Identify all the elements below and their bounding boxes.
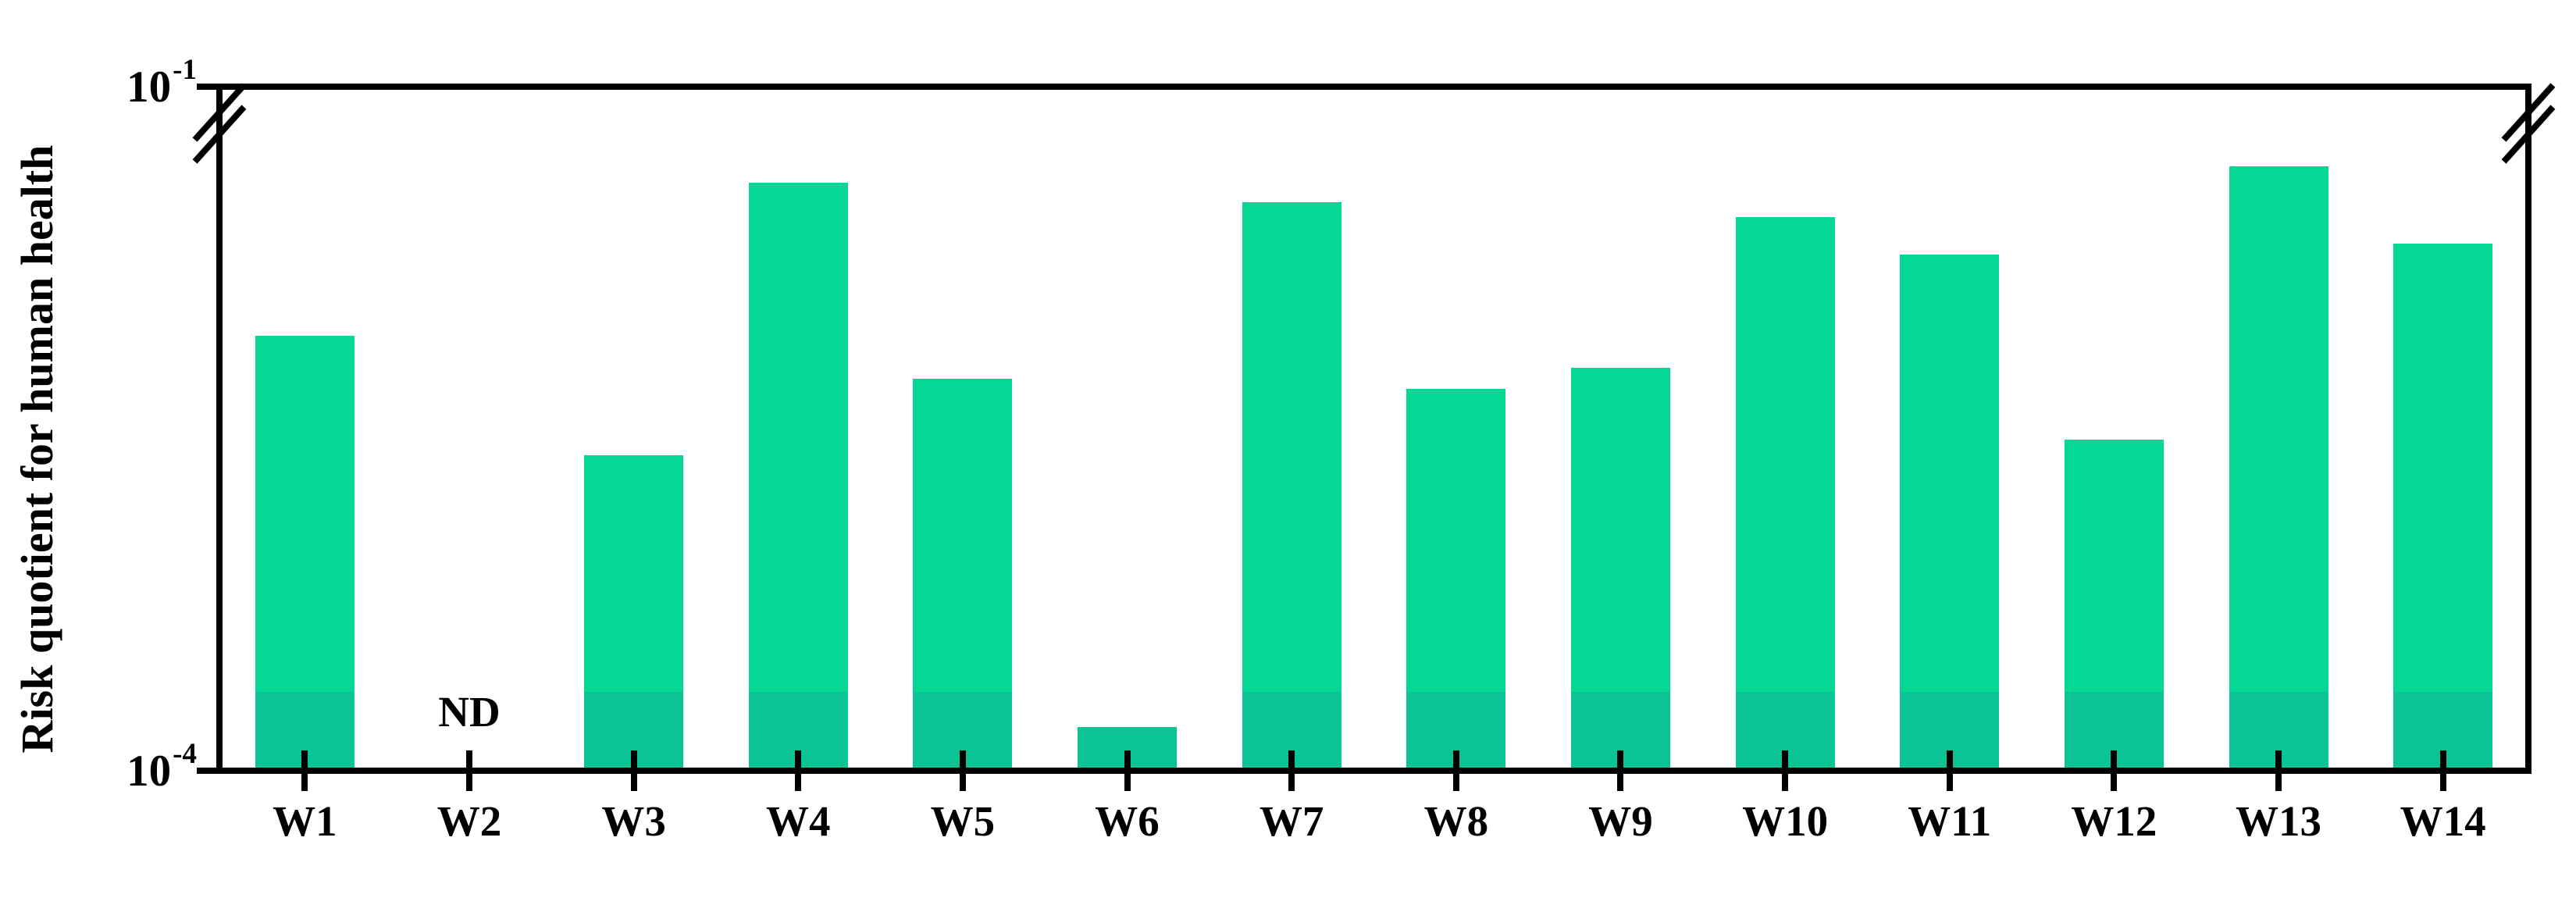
bar xyxy=(1735,217,1835,768)
x-axis-category-label: W10 xyxy=(1742,797,1829,845)
x-tick xyxy=(2275,750,2282,791)
x-axis-category-label: W2 xyxy=(436,797,502,845)
y-axis-title: Risk quotient for human health xyxy=(12,144,62,754)
x-tick xyxy=(1946,750,1953,791)
x-axis-category-label: W11 xyxy=(1908,797,1992,845)
bar xyxy=(1242,202,1341,768)
x-axis-category-label: W12 xyxy=(2071,797,2157,845)
bar xyxy=(1900,254,2000,768)
y-tick xyxy=(197,768,217,774)
bar xyxy=(1570,367,1670,768)
x-axis-category-label: W6 xyxy=(1095,797,1160,845)
y-tick-top-exponent: -1 xyxy=(173,53,197,86)
x-axis-category-label: W9 xyxy=(1588,797,1653,845)
bar xyxy=(748,182,848,768)
y-tick-label-top: 10 -1 xyxy=(23,53,197,116)
x-tick xyxy=(630,750,637,791)
x-axis-category-label: W5 xyxy=(930,797,996,845)
x-tick xyxy=(301,750,308,791)
y-tick-bottom-base: 10 xyxy=(126,746,172,796)
y-tick-bottom-exponent: -4 xyxy=(173,737,197,770)
y-tick xyxy=(197,84,217,90)
y-tick-label-bottom: 10 -4 xyxy=(23,737,197,800)
x-axis-category-label: W14 xyxy=(2400,797,2486,845)
bar xyxy=(255,336,355,768)
x-tick xyxy=(959,750,966,791)
x-tick xyxy=(1124,750,1131,791)
bar xyxy=(584,454,684,768)
x-tick xyxy=(465,750,472,791)
bar xyxy=(1406,388,1506,768)
x-tick xyxy=(1782,750,1789,791)
bar xyxy=(2064,439,2164,768)
x-axis-category-label: W7 xyxy=(1259,797,1324,845)
x-tick xyxy=(2111,750,2118,791)
x-axis-category-label: W13 xyxy=(2236,797,2322,845)
x-axis-category-label: W1 xyxy=(273,797,337,845)
bar xyxy=(2229,166,2328,768)
x-tick xyxy=(795,750,802,791)
x-tick xyxy=(1617,750,1624,791)
x-tick xyxy=(2439,750,2446,791)
plot-frame xyxy=(216,84,2531,774)
nd-label: ND xyxy=(438,688,501,736)
x-axis-category-label: W4 xyxy=(766,797,831,845)
x-tick xyxy=(1288,750,1295,791)
bar xyxy=(913,378,1013,768)
bar xyxy=(2393,244,2493,768)
y-tick-top-base: 10 xyxy=(126,62,172,112)
x-axis-category-label: W3 xyxy=(601,797,666,845)
x-tick xyxy=(1452,750,1459,791)
x-axis-category-label: W8 xyxy=(1423,797,1489,845)
